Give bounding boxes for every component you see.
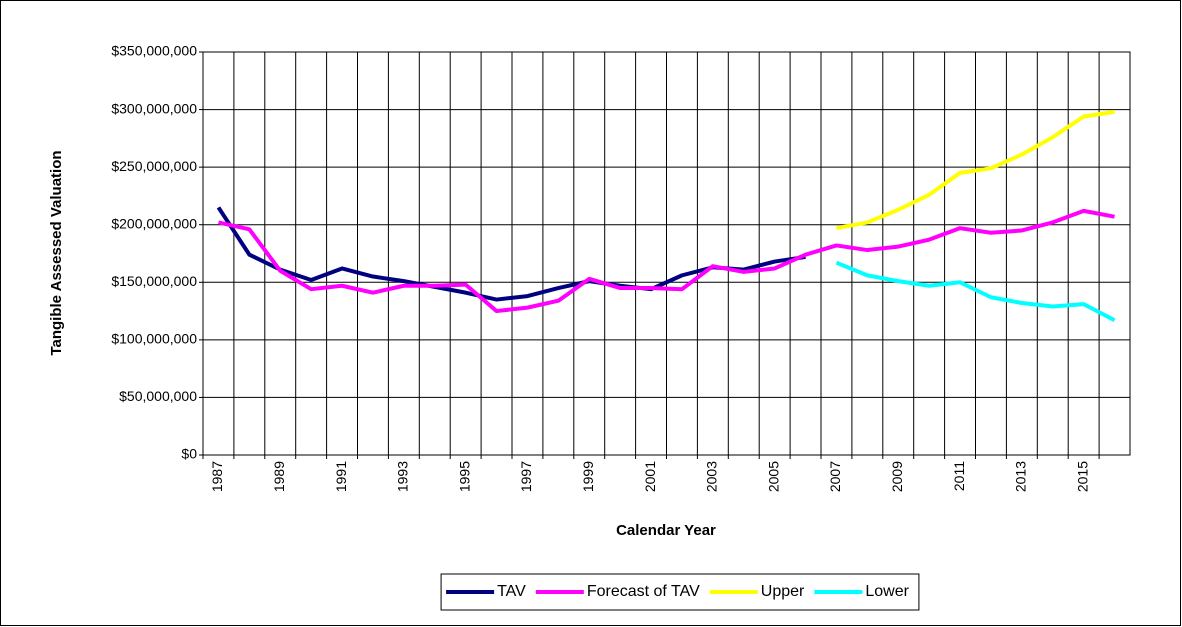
legend-label: Upper: [761, 583, 805, 600]
x-tick-label: 2005: [765, 461, 781, 492]
x-tick-label: 2007: [827, 461, 843, 492]
x-tick-label: 2003: [704, 461, 720, 492]
y-axis-title: Tangible Assessed Valuation: [48, 150, 65, 355]
series-line: [836, 109, 1115, 231]
y-tick-label: $0: [181, 446, 197, 462]
series-line: [835, 260, 1116, 323]
x-tick-label: 1999: [580, 461, 596, 492]
y-tick-label: $200,000,000: [111, 215, 197, 231]
legend-label: Lower: [865, 583, 909, 600]
series-line: [218, 208, 1115, 314]
y-tick-label: $350,000,000: [111, 43, 197, 59]
y-tick-label: $300,000,000: [111, 100, 197, 116]
x-tick-label: 1993: [395, 461, 411, 492]
legend: TAV Forecast of TAV Upper Lower: [440, 573, 920, 611]
x-tick-label: 2001: [642, 461, 658, 492]
x-tick-label: 2015: [1074, 461, 1090, 492]
x-tick-label: 1997: [518, 461, 534, 492]
legend-label: TAV: [497, 583, 526, 600]
legend-label: Forecast of TAV: [587, 583, 700, 600]
y-tick-label: $250,000,000: [111, 158, 197, 174]
x-tick-label: 1987: [209, 461, 225, 492]
y-tick-label: $50,000,000: [119, 388, 197, 404]
x-tick-label: 1989: [271, 461, 287, 492]
x-axis-title: Calendar Year: [616, 522, 716, 539]
x-tick-label: 2011: [951, 461, 967, 491]
x-tick-label: 1995: [456, 461, 472, 492]
y-tick-label: $150,000,000: [111, 273, 197, 289]
y-tick-label: $100,000,000: [111, 331, 197, 347]
x-tick-label: 2013: [1013, 461, 1029, 492]
x-tick-label: 1991: [333, 461, 349, 492]
x-tick-label: 2009: [889, 461, 905, 492]
